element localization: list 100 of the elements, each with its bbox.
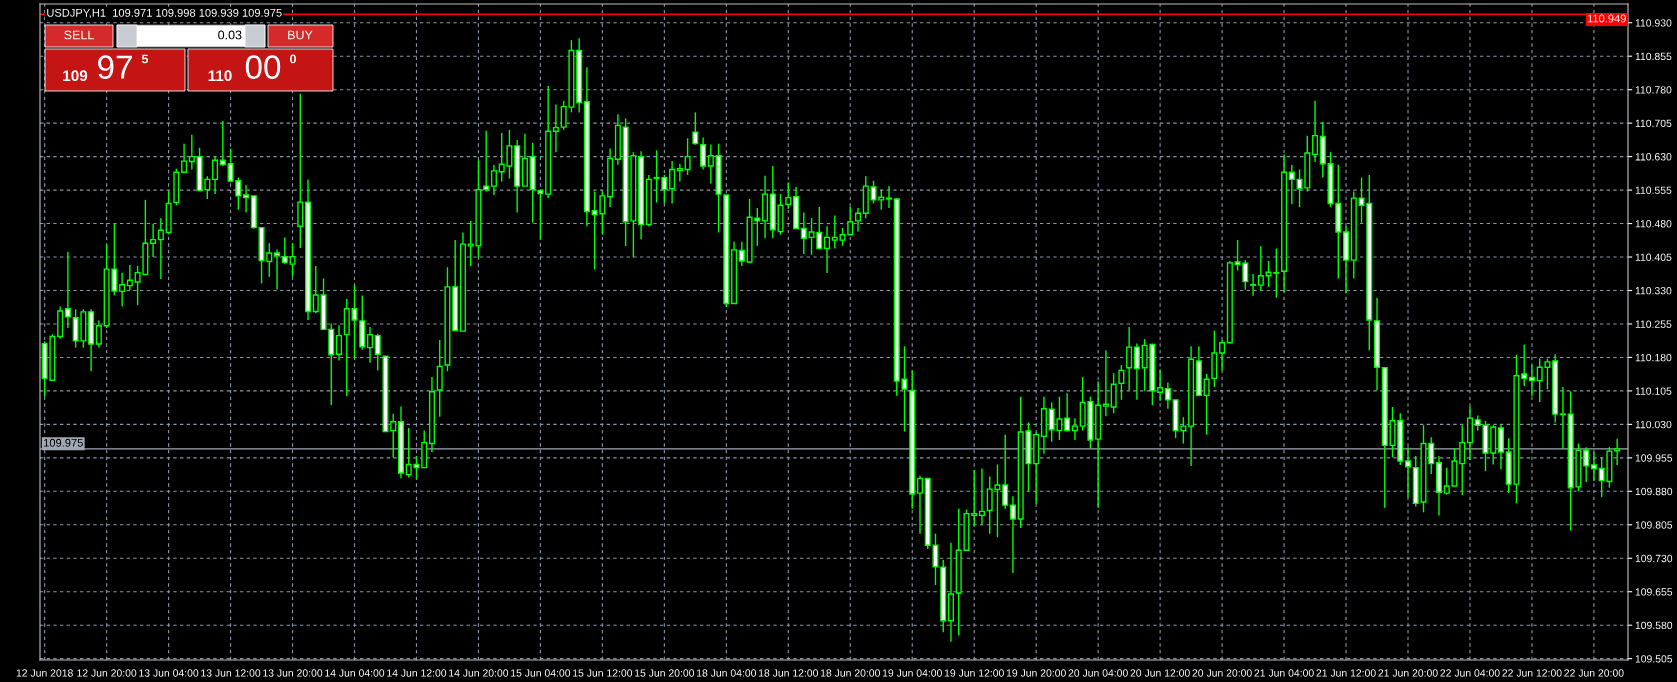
candlestick xyxy=(490,164,497,196)
candlestick xyxy=(119,271,126,308)
candlestick xyxy=(738,241,745,267)
y-tick-label: 110.255 xyxy=(1635,320,1672,328)
x-tick-label: 21 Jun 12:00 xyxy=(1316,669,1376,677)
candlestick xyxy=(274,248,281,291)
candlestick xyxy=(1164,381,1171,410)
y-tick-label: 110.630 xyxy=(1635,153,1672,161)
candlestick xyxy=(157,217,164,280)
candlestick xyxy=(1102,349,1109,418)
y-tick-label: 109.955 xyxy=(1635,454,1673,462)
x-tick-label: 22 Jun 04:00 xyxy=(1440,669,1500,677)
y-tick-label: 109.655 xyxy=(1635,588,1673,596)
candlestick xyxy=(181,142,188,173)
candlestick xyxy=(669,160,676,205)
candlestick xyxy=(885,185,893,209)
annotation: 0 xyxy=(290,54,296,64)
annotation: BUY xyxy=(288,30,313,40)
candlestick xyxy=(1250,273,1257,297)
x-tick-label: 13 Jun 20:00 xyxy=(263,669,323,677)
candlestick xyxy=(1528,364,1535,397)
candlestick xyxy=(366,326,374,364)
candlestick xyxy=(289,242,296,278)
x-tick-label: 20 Jun 20:00 xyxy=(1192,669,1252,677)
candlestick xyxy=(1257,245,1264,292)
candlestick xyxy=(1002,433,1009,510)
x-tick-label: 14 Jun 20:00 xyxy=(449,669,509,677)
candlestick xyxy=(1614,437,1621,466)
annotation: 5 xyxy=(141,54,149,64)
candlestick xyxy=(1118,364,1125,401)
candlestick xyxy=(335,324,343,362)
y-tick-label: 110.030 xyxy=(1635,420,1672,429)
x-tick-label: 19 Jun 12:00 xyxy=(944,669,1004,677)
y-tick-label: 110.330 xyxy=(1635,287,1672,295)
candlestick xyxy=(978,467,985,526)
annotation: 110 xyxy=(208,70,232,82)
y-tick-label: 109.505 xyxy=(1635,655,1673,663)
candlestick xyxy=(1110,372,1117,414)
candlestick xyxy=(188,134,195,171)
y-tick-label: 109.730 xyxy=(1635,554,1673,563)
candlestick xyxy=(971,469,978,527)
y-tick-label: 110.930 xyxy=(1635,19,1672,27)
y-tick-label: 109.805 xyxy=(1635,521,1673,529)
x-tick-label: 14 Jun 12:00 xyxy=(387,669,447,677)
candlestick xyxy=(854,207,862,233)
candlestick xyxy=(1203,373,1210,436)
candlestick xyxy=(483,130,490,193)
x-tick-label: 20 Jun 04:00 xyxy=(1068,669,1128,677)
candlestick xyxy=(126,264,133,291)
candlestick xyxy=(1521,343,1528,387)
candlestick xyxy=(95,319,102,349)
candlestick xyxy=(537,188,544,240)
y-tick-label: 110.105 xyxy=(1635,387,1672,395)
ref-line-label: 109.975 xyxy=(44,438,83,447)
candlestick xyxy=(552,103,559,153)
candlestick xyxy=(243,184,250,214)
annotation: 97 xyxy=(98,55,132,79)
candlestick xyxy=(374,333,381,372)
candlestick xyxy=(1288,164,1295,206)
x-tick-label: 19 Jun 20:00 xyxy=(1006,669,1066,677)
candlestick xyxy=(1126,326,1133,391)
candlestick xyxy=(707,143,714,185)
candlestick xyxy=(785,181,792,210)
candlestick xyxy=(700,136,707,171)
x-tick-label: 21 Jun 04:00 xyxy=(1254,669,1314,677)
candlestick xyxy=(1071,417,1078,441)
candlestick xyxy=(64,250,71,329)
y-tick-label: 110.555 xyxy=(1635,186,1672,194)
x-tick-label: 18 Jun 12:00 xyxy=(758,669,819,677)
x-tick-label: 22 Jun 12:00 xyxy=(1502,669,1562,677)
candlestick xyxy=(1590,451,1597,482)
x-tick-label: 19 Jun 04:00 xyxy=(882,669,942,677)
candlestick xyxy=(1219,339,1226,372)
candlestick xyxy=(676,163,683,183)
annotation: 00 xyxy=(245,55,281,79)
x-tick-label: 15 Jun 12:00 xyxy=(573,669,633,677)
x-tick-label: 13 Jun 04:00 xyxy=(139,669,199,677)
candlestick xyxy=(824,225,831,274)
candlestick xyxy=(684,137,691,176)
y-tick-label: 110.705 xyxy=(1635,119,1672,128)
candlestick xyxy=(1559,386,1566,450)
annotation: 109 xyxy=(63,70,88,82)
x-tick-label: 21 Jun 20:00 xyxy=(1378,669,1438,677)
candlestick xyxy=(1312,100,1319,163)
chart-title: USDJPY,H1 109.971 109.998 109.939 109.975 xyxy=(47,8,282,19)
x-tick-label: 15 Jun 20:00 xyxy=(635,669,695,677)
y-tick-label: 109.580 xyxy=(1635,621,1673,630)
x-tick-label: 12 Jun 2018 xyxy=(16,669,73,677)
candlestick xyxy=(916,475,924,535)
candlestick xyxy=(1009,495,1016,574)
candlestick xyxy=(281,236,288,265)
x-tick-label: 18 Jun 04:00 xyxy=(697,669,757,677)
y-tick-label: 110.405 xyxy=(1635,253,1672,261)
candlestick xyxy=(692,111,699,146)
annotation: SELL xyxy=(64,30,94,40)
x-tick-label: 12 Jun 20:00 xyxy=(77,669,137,677)
x-tick-label: 13 Jun 12:00 xyxy=(201,669,261,677)
x-tick-label: 15 Jun 04:00 xyxy=(511,669,571,677)
y-tick-label: 110.480 xyxy=(1635,220,1672,228)
candlestick xyxy=(1404,446,1412,499)
